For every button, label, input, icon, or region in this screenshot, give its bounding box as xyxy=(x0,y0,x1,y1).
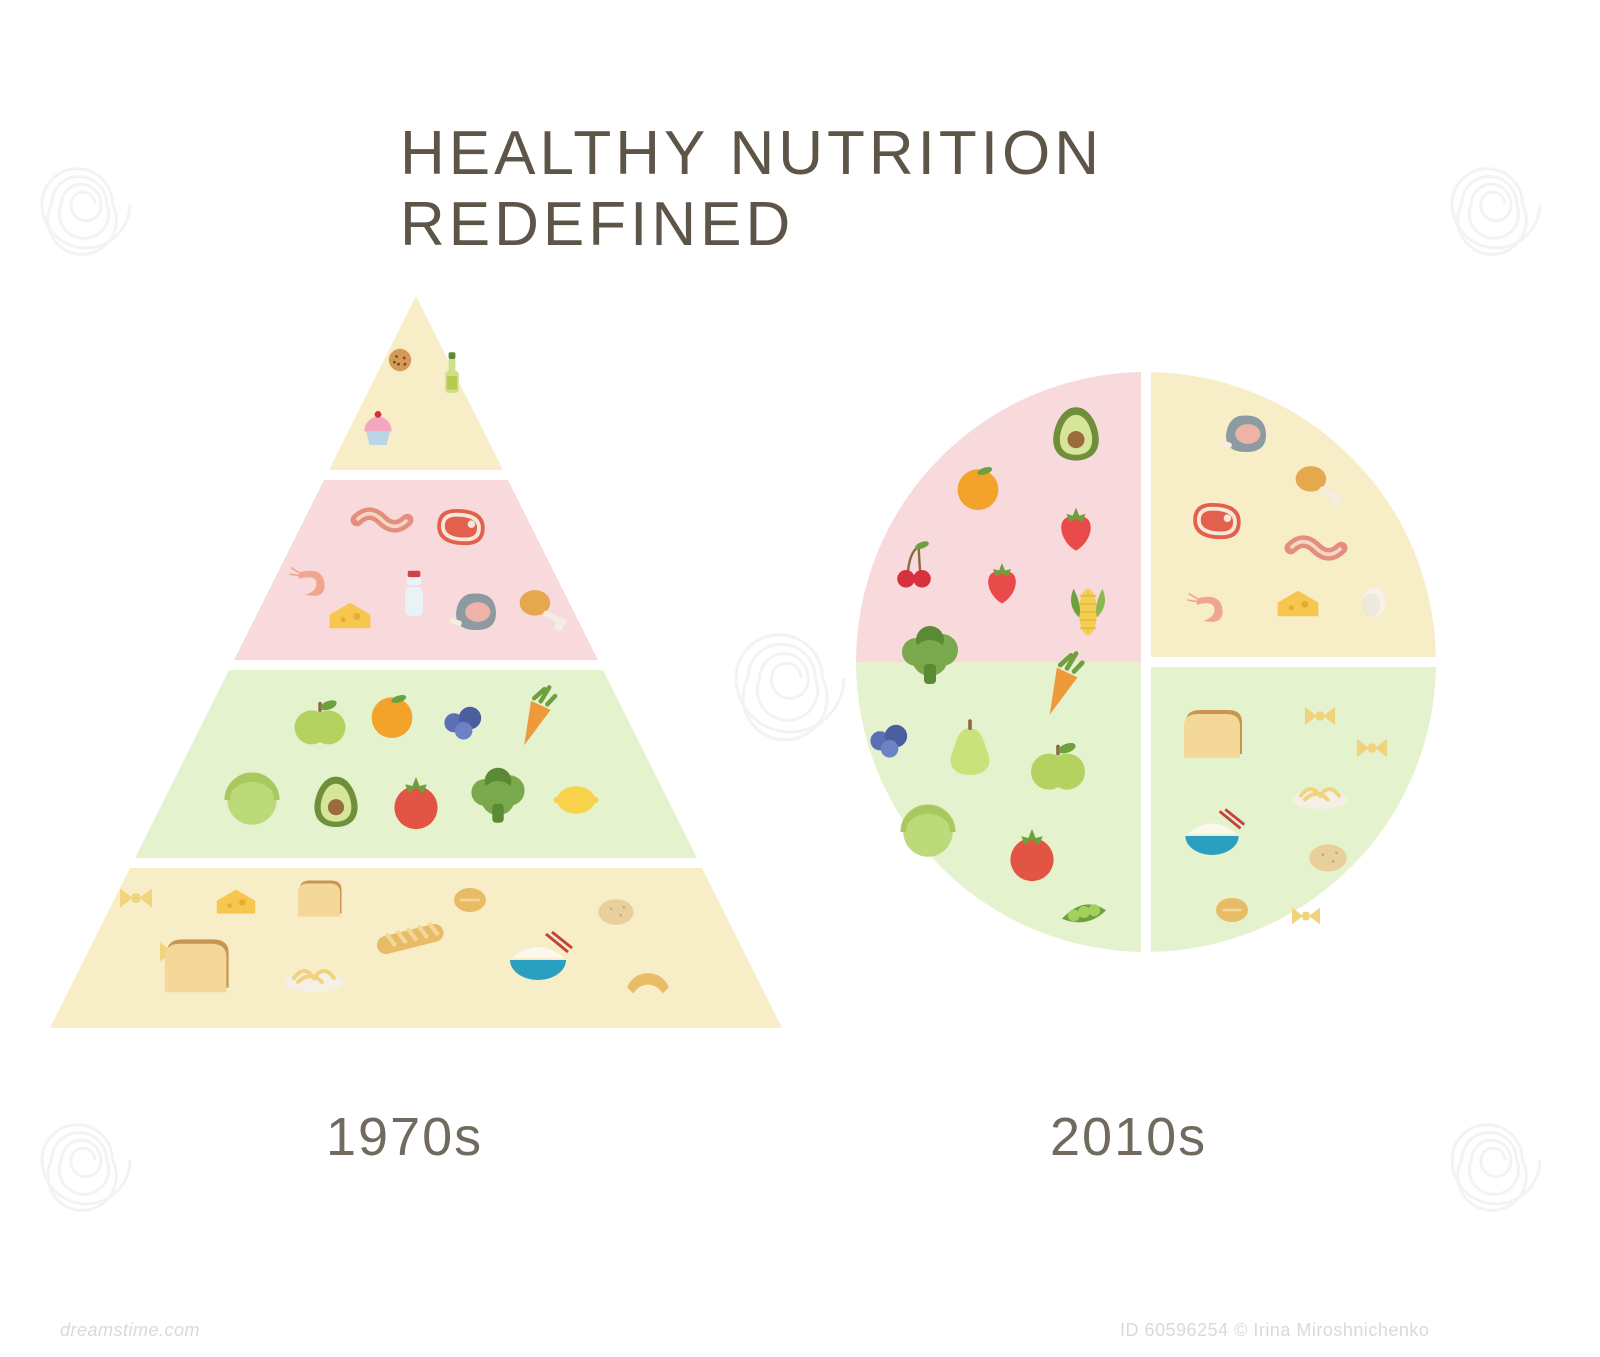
food-bread-slices-icon xyxy=(1184,710,1242,758)
food-roll-icon xyxy=(1216,898,1248,922)
food-potato-icon xyxy=(598,899,633,925)
page-title: HEALTHY NUTRITION REDEFINED xyxy=(400,118,1200,260)
pyramid-tier-grains xyxy=(50,868,782,1028)
watermark-text: dreamstime.com xyxy=(60,1320,200,1341)
food-pyramid xyxy=(16,280,816,1080)
food-bread-loaf-icon xyxy=(298,881,342,917)
food-steak-icon xyxy=(1193,503,1241,539)
pyramid-tier-fruit-veg xyxy=(135,670,697,858)
food-steak-icon xyxy=(437,509,485,545)
food-plate xyxy=(816,332,1476,992)
food-olive-oil-icon xyxy=(445,352,459,393)
food-farfalle-icon xyxy=(1292,908,1320,925)
pyramid-tier-fats-sweets xyxy=(329,296,503,470)
era-label-1970s: 1970s xyxy=(326,1106,483,1168)
era-label-2010s: 2010s xyxy=(1050,1106,1207,1168)
watermark-text: ID 60596254 © Irina Miroshnichenko xyxy=(1120,1320,1429,1341)
food-roll-icon xyxy=(454,888,486,912)
plate-slice-grains xyxy=(1146,372,1436,662)
food-cabbage-icon xyxy=(227,775,276,824)
plate-slice-protein-dairy xyxy=(856,372,1146,662)
pyramid-tier-protein-dairy xyxy=(234,480,598,660)
food-bread-slices-icon xyxy=(165,939,229,992)
food-cabbage-icon xyxy=(903,807,952,856)
food-milk-icon xyxy=(405,571,423,616)
food-cookie-icon xyxy=(389,349,411,371)
food-potato-icon xyxy=(1309,844,1346,871)
